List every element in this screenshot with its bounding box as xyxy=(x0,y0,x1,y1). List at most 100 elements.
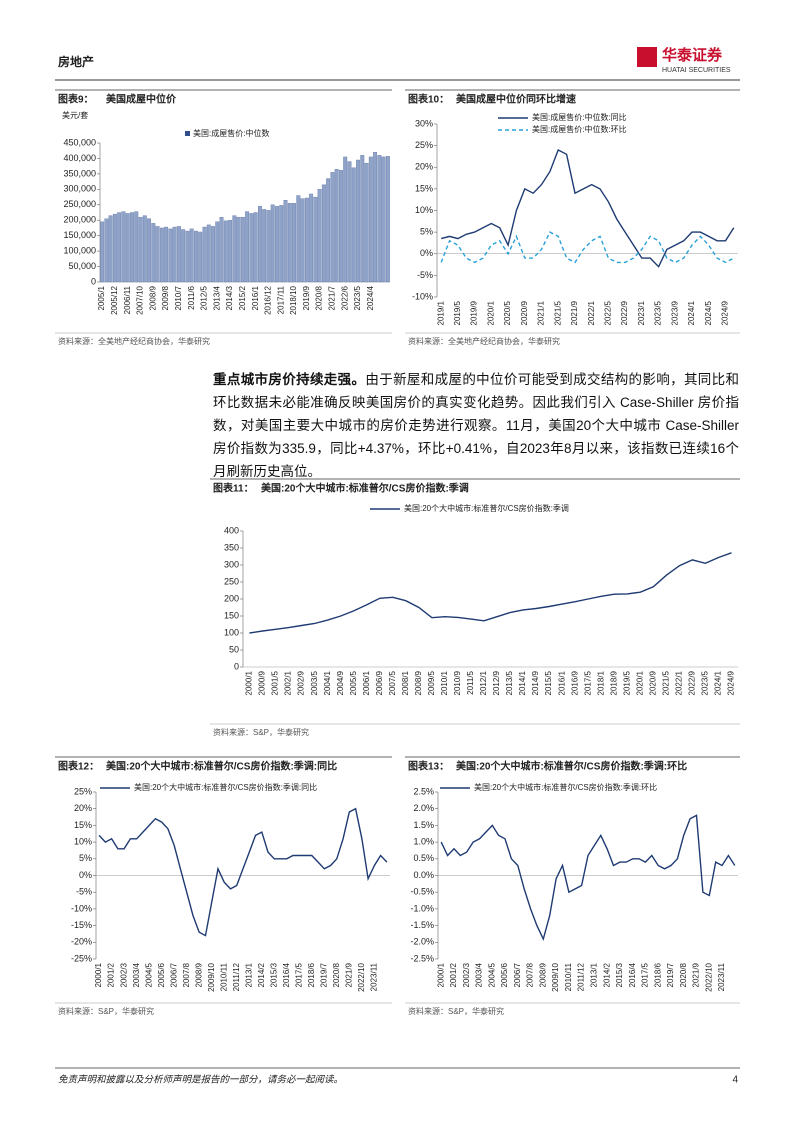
bar xyxy=(206,224,211,283)
y-tick-label: 25% xyxy=(415,140,433,150)
x-tick-label: 2000/9 xyxy=(258,670,267,695)
x-tick-label: 2022/10 xyxy=(704,962,713,991)
bar xyxy=(185,230,190,283)
line-series xyxy=(98,807,388,937)
y-tick-label: -2.5% xyxy=(410,953,434,963)
x-tick-label: 2006/7 xyxy=(513,962,522,987)
y-tick-label: 0.5% xyxy=(413,853,434,863)
legend-label: 美国:成屋售价:中位数:环比 xyxy=(532,124,627,134)
bar xyxy=(351,167,356,283)
bar xyxy=(326,178,331,283)
x-tick-label: 2020/8 xyxy=(679,962,688,987)
x-tick-label: 2008/1 xyxy=(401,670,410,695)
x-tick-label: 2013/4 xyxy=(212,285,221,310)
x-tick-label: 2011/5 xyxy=(466,670,475,694)
bar xyxy=(266,210,271,283)
x-tick-label: 2024/4 xyxy=(366,285,375,310)
y-tick-label: 350,000 xyxy=(63,168,96,178)
legend-swatch xyxy=(185,131,190,136)
y-tick-label: 0.0% xyxy=(413,870,434,880)
x-tick-label: 2010/1 xyxy=(440,670,449,695)
y-tick-label: 2.0% xyxy=(413,803,434,813)
x-tick-label: 2021/9 xyxy=(692,962,701,987)
bar xyxy=(330,172,335,283)
bar xyxy=(181,229,186,283)
line-series xyxy=(440,814,736,941)
x-tick-label: 2024/5 xyxy=(704,300,713,325)
x-tick-label: 2010/11 xyxy=(219,962,228,991)
bar xyxy=(100,221,105,283)
x-tick-label: 2013/1 xyxy=(589,962,598,987)
legend-label: 美国:成屋售价:中位数:同比 xyxy=(532,112,627,122)
x-tick-label: 2010/7 xyxy=(174,285,183,310)
x-tick-label: 2015/3 xyxy=(615,962,624,987)
y-tick-label: 20% xyxy=(415,162,433,172)
page-number: 4 xyxy=(732,1075,738,1086)
y-tick-label: 300,000 xyxy=(63,184,96,194)
x-tick-label: 2023/5 xyxy=(353,285,362,310)
x-tick-label: 2011/12 xyxy=(232,962,241,991)
x-tick-label: 2021/9 xyxy=(344,962,353,987)
bar xyxy=(313,196,318,283)
x-tick-label: 2022/1 xyxy=(674,670,683,695)
y-tick-label: -1.0% xyxy=(410,903,434,913)
y-axis-label: 美元/套 xyxy=(62,110,88,120)
bar xyxy=(117,212,122,283)
bar xyxy=(292,203,296,283)
source: 资料来源：S&P，华泰研究 xyxy=(58,1006,154,1016)
x-tick-label: 2002/3 xyxy=(119,962,128,987)
x-tick-label: 2014/2 xyxy=(257,962,266,987)
x-tick-label: 2006/11 xyxy=(123,285,132,314)
x-tick-label: 2007/8 xyxy=(182,962,191,987)
figure-title: 美国成屋中位价同环比增速 xyxy=(456,93,576,106)
y-tick-label: 250,000 xyxy=(63,199,96,209)
x-tick-label: 2010/11 xyxy=(564,962,573,991)
y-tick-label: 25% xyxy=(74,786,92,796)
line-series xyxy=(441,149,735,268)
line-series xyxy=(249,552,732,634)
x-tick-label: 2008/9 xyxy=(414,670,423,695)
x-tick-label: 2012/1 xyxy=(479,670,488,695)
bar xyxy=(176,226,181,283)
figure-title: 美国成屋中位价 xyxy=(106,93,177,106)
x-tick-label: 2022/5 xyxy=(604,300,613,325)
y-tick-label: 5% xyxy=(79,853,92,863)
x-tick-label: 2014/9 xyxy=(531,670,540,695)
source: 资料来源：S&P，华泰研究 xyxy=(213,727,309,737)
bar xyxy=(360,155,365,283)
y-tick-label: 200 xyxy=(224,593,239,603)
x-tick-label: 2021/7 xyxy=(328,285,337,310)
x-tick-label: 2009/10 xyxy=(207,962,216,991)
x-tick-label: 2016/1 xyxy=(251,285,260,310)
x-tick-label: 2008/9 xyxy=(148,285,157,310)
y-tick-label: -5% xyxy=(417,270,433,280)
y-tick-label: 10% xyxy=(415,205,433,215)
x-tick-label: 2002/1 xyxy=(284,670,293,695)
y-tick-label: 150,000 xyxy=(63,230,96,240)
x-tick-label: 2024/1 xyxy=(687,300,696,325)
x-tick-label: 2011/12 xyxy=(577,962,586,991)
figure-title: 美国:20个大中城市:标准普尔/CS房价指数:季调:同比 xyxy=(106,760,337,773)
x-tick-label: 2000/1 xyxy=(94,962,103,987)
x-tick-label: 2023/11 xyxy=(717,962,726,991)
bar xyxy=(219,216,224,283)
bar xyxy=(240,216,245,283)
x-tick-label: 2020/8 xyxy=(332,962,341,987)
figure-title: 美国:20个大中城市:标准普尔/CS房价指数:季调 xyxy=(261,482,469,495)
bar xyxy=(368,156,373,283)
bar xyxy=(257,206,262,283)
y-tick-label: 0% xyxy=(79,870,92,880)
x-tick-label: 2009/8 xyxy=(161,285,170,310)
y-tick-label: 400,000 xyxy=(63,153,96,163)
bar xyxy=(130,212,134,283)
x-tick-label: 2018/6 xyxy=(653,962,662,987)
x-tick-label: 2014/3 xyxy=(225,285,234,310)
y-tick-label: -25% xyxy=(71,953,92,963)
bar xyxy=(249,213,254,283)
bar xyxy=(125,213,130,283)
x-tick-label: 2022/9 xyxy=(620,300,629,325)
source: 资料来源：全美地产经纪商协会，华泰研究 xyxy=(58,336,210,346)
x-tick-label: 2005/5 xyxy=(349,670,358,695)
x-tick-label: 2016/4 xyxy=(628,962,637,987)
bar xyxy=(356,159,360,283)
